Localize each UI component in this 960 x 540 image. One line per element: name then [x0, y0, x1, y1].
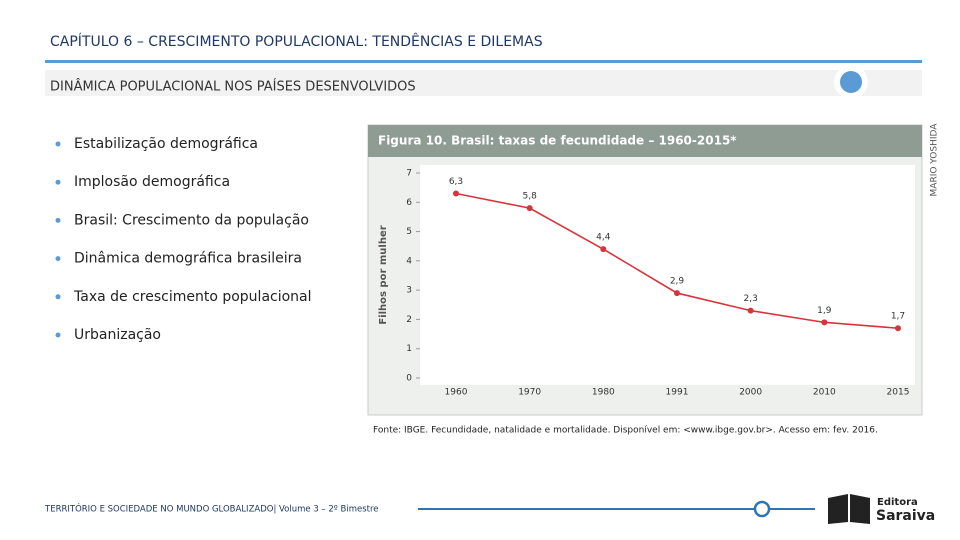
x-tick-label: 2010 — [813, 388, 836, 398]
y-tick-label: 2 — [406, 315, 412, 325]
data-label: 2,3 — [744, 294, 758, 304]
logo-bottom: Saraiva — [876, 508, 935, 524]
data-label: 1,9 — [817, 306, 832, 316]
y-tick-label: 3 — [406, 286, 412, 296]
y-tick-label: 4 — [406, 256, 412, 266]
header-rule — [45, 60, 922, 63]
data-point — [674, 290, 680, 297]
logo-top: Editora — [877, 497, 918, 508]
x-tick-label: 1991 — [666, 388, 689, 398]
data-point — [453, 190, 459, 197]
data-label: 4,4 — [596, 233, 611, 243]
footer-text: TERRITÓRIO E SOCIEDADE NO MUNDO GLOBALIZ… — [44, 503, 379, 515]
data-label: 2,9 — [670, 277, 685, 287]
x-tick-label: 2000 — [739, 388, 762, 398]
y-tick-label: 5 — [406, 227, 412, 237]
y-axis-label: Filhos por mulher — [378, 225, 389, 324]
x-tick-label: 1980 — [592, 388, 615, 398]
data-label: 1,7 — [891, 312, 905, 322]
source: Fonte: IBGE. Fecundidade, natalidade e m… — [373, 426, 878, 436]
data-point — [821, 319, 828, 326]
bullet-dot — [55, 217, 61, 223]
y-tick-label: 6 — [406, 198, 412, 208]
bullet-dot — [55, 256, 61, 262]
x-tick-label: 1960 — [445, 388, 468, 398]
data-label: 5,8 — [523, 192, 538, 202]
logo-icon — [828, 494, 870, 524]
data-point — [747, 307, 754, 314]
bullet-text: Implosão demográfica — [74, 174, 230, 190]
bullet-text: Urbanização — [74, 327, 161, 343]
bullet-dot — [55, 332, 61, 338]
chart-title-bar — [368, 125, 922, 157]
data-point — [895, 325, 901, 332]
bullet-text: Taxa de crescimento populacional — [73, 289, 312, 305]
circle-dot — [840, 71, 862, 93]
subtitle-band — [45, 70, 922, 96]
y-tick-label: 0 — [406, 374, 412, 384]
section-title: DINÂMICA POPULACIONAL NOS PAÍSES DESENVO… — [50, 79, 416, 95]
y-tick-label: 1 — [406, 344, 412, 354]
photo-credit: MARIO YOSHIDA — [930, 123, 940, 197]
x-tick-label: 2015 — [887, 388, 910, 398]
plot-area — [420, 165, 915, 385]
data-point — [526, 205, 533, 212]
data-point — [600, 246, 607, 253]
bullet-text: Dinâmica demográfica brasileira — [74, 251, 302, 267]
footer-dot — [753, 500, 771, 518]
chapter-title: CAPÍTULO 6 – CRESCIMENTO POPULACIONAL: T… — [50, 32, 543, 50]
bullet-dot — [55, 141, 61, 147]
bullet-dot — [55, 179, 61, 185]
x-tick-label: 1970 — [518, 388, 541, 398]
bullet-dot — [55, 294, 61, 300]
y-tick-label: 7 — [406, 169, 412, 179]
bullet-text: Brasil: Crescimento da população — [74, 212, 309, 228]
data-label: 6,3 — [449, 177, 463, 187]
chart-title: Figura 10. Brasil: taxas de fecundidade … — [378, 134, 737, 148]
bullet-text: Estabilização demográfica — [74, 136, 258, 152]
